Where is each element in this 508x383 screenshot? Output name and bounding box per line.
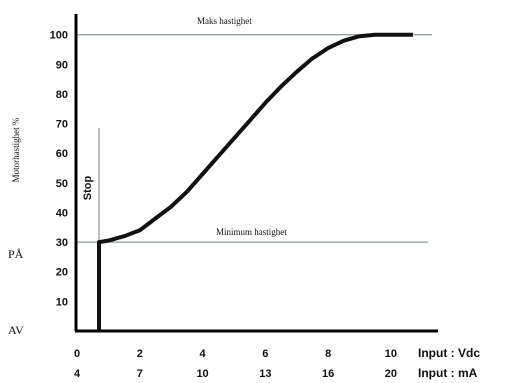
x-tick-label-vdc: 0: [74, 348, 80, 360]
x-tick-labels-vdc: 0 2 4 6 8 10: [74, 348, 397, 360]
y-tick-label: 50: [56, 178, 68, 190]
y-tick-label: 40: [56, 207, 68, 219]
state-off-label: AV: [8, 323, 24, 337]
x-tick-label-vdc: 10: [385, 348, 397, 360]
speed-curve-line: [97, 32, 413, 331]
x-tick-label-ma: 10: [196, 368, 208, 380]
y-tick-label: 80: [56, 89, 68, 101]
x-tick-label-ma: 16: [322, 368, 334, 380]
input-vdc-label: Input : Vdc: [418, 346, 480, 360]
x-tick-label-ma: 7: [137, 368, 143, 380]
y-tick-labels: 10 20 30 40 50 60 70 80 90 100: [50, 30, 68, 309]
max-speed-label: Maks hastighet: [197, 16, 252, 26]
y-tick-label: 100: [50, 30, 68, 42]
input-ma-label: Input : mA: [418, 366, 478, 380]
x-tick-label-vdc: 4: [200, 348, 207, 360]
y-tick-label: 90: [56, 59, 68, 71]
y-tick-label: 30: [56, 237, 68, 249]
y-tick-label: 20: [56, 267, 68, 279]
y-tick-label: 10: [56, 296, 68, 308]
y-tick-label: 60: [56, 148, 68, 160]
x-tick-label-ma: 13: [259, 368, 271, 380]
x-tick-labels-ma: 4 7 10 13 16 20: [74, 368, 397, 380]
state-on-label: PÅ: [8, 247, 24, 261]
y-tick-label: 70: [56, 119, 68, 131]
x-tick-label-vdc: 8: [325, 348, 331, 360]
x-tick-label-ma: 20: [385, 368, 397, 380]
y-axis-label: Motorhastighet %: [11, 117, 21, 182]
x-tick-label-ma: 4: [74, 368, 81, 380]
min-speed-label: Minimum hastighet: [216, 227, 287, 237]
x-tick-label-vdc: 6: [262, 348, 268, 360]
stop-label: Stop: [82, 176, 94, 201]
x-tick-label-vdc: 2: [137, 348, 143, 360]
